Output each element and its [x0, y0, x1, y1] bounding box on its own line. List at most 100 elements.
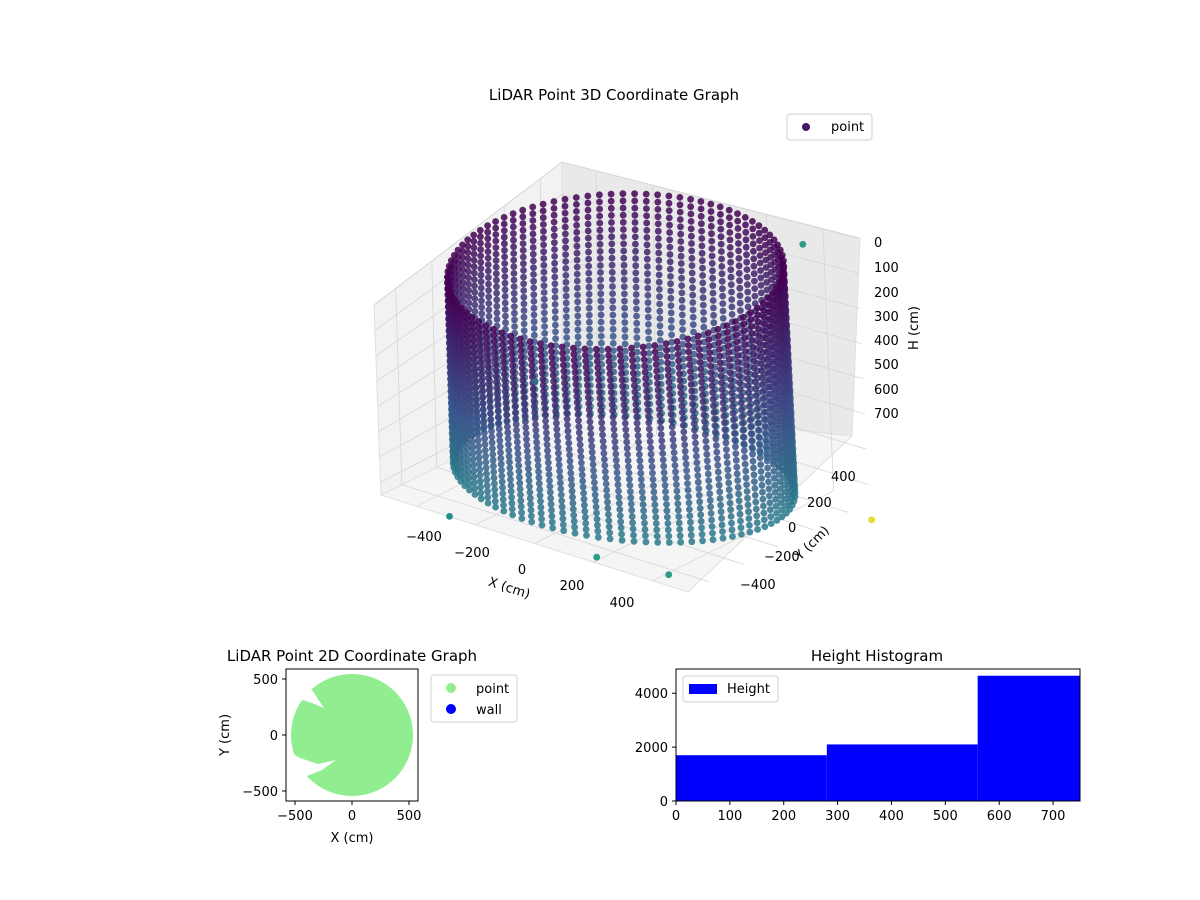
point [567, 469, 575, 477]
point [478, 376, 485, 384]
point [745, 508, 752, 516]
point [766, 322, 774, 330]
point [642, 197, 650, 205]
point [699, 537, 706, 545]
point [627, 500, 635, 508]
point [574, 405, 581, 412]
point [600, 449, 608, 457]
point [668, 353, 676, 361]
point [609, 407, 616, 415]
point [490, 337, 498, 345]
point [445, 262, 453, 270]
point [471, 372, 479, 380]
point [548, 506, 555, 514]
point [708, 260, 716, 267]
point [639, 494, 647, 502]
point [573, 399, 581, 406]
point [740, 320, 748, 328]
point [640, 349, 648, 357]
point [739, 433, 747, 441]
point [612, 450, 620, 458]
point [664, 520, 672, 527]
point [767, 337, 775, 344]
point [702, 437, 710, 445]
point [740, 440, 748, 448]
point [716, 352, 724, 360]
point [655, 399, 663, 407]
point [482, 452, 489, 460]
point [546, 483, 554, 490]
point [779, 268, 787, 275]
point [641, 362, 648, 370]
point [511, 391, 518, 399]
point [621, 413, 629, 421]
point [656, 412, 664, 419]
point [654, 206, 662, 213]
point [444, 278, 451, 286]
point [658, 437, 666, 445]
point [709, 389, 716, 396]
point [494, 402, 502, 409]
point [756, 454, 764, 462]
point [676, 376, 684, 384]
point [471, 491, 479, 498]
point [651, 507, 659, 515]
point [521, 406, 529, 414]
point [724, 328, 731, 336]
point [618, 536, 626, 544]
point [539, 207, 547, 215]
point [774, 241, 781, 249]
y-tick-label: 0 [270, 729, 278, 744]
point [667, 410, 675, 418]
point [719, 534, 727, 542]
point [578, 465, 586, 473]
point [760, 502, 767, 510]
point [572, 194, 580, 201]
point [747, 430, 755, 438]
x-tick-label: −200 [454, 546, 490, 561]
point [530, 264, 537, 272]
point [740, 327, 748, 335]
point [656, 293, 663, 301]
point [464, 332, 471, 340]
point [687, 218, 695, 225]
point [490, 468, 498, 476]
point [733, 338, 741, 346]
point [657, 418, 664, 426]
point [502, 319, 509, 327]
point [606, 529, 614, 537]
point [655, 242, 662, 250]
point [581, 351, 589, 359]
point [538, 358, 545, 365]
point [541, 329, 549, 337]
point [737, 399, 745, 407]
point [477, 233, 484, 241]
point [445, 284, 453, 292]
x-tick-label: 200 [771, 809, 796, 824]
point [643, 248, 651, 256]
point [599, 431, 606, 439]
point [619, 389, 627, 396]
point [690, 328, 697, 336]
point [654, 198, 662, 206]
point [573, 256, 581, 264]
point [484, 267, 492, 275]
point [603, 486, 610, 494]
point [655, 271, 663, 279]
point [756, 339, 763, 347]
point [493, 378, 500, 386]
point [681, 441, 689, 449]
point [643, 212, 650, 220]
point [754, 311, 762, 319]
point [763, 450, 771, 458]
point [465, 286, 472, 294]
point [717, 501, 724, 509]
point [609, 413, 617, 421]
point [621, 297, 628, 305]
point [532, 426, 540, 434]
point [548, 354, 556, 361]
point [711, 422, 719, 429]
point [742, 354, 750, 362]
point [551, 401, 559, 409]
point [597, 401, 604, 408]
